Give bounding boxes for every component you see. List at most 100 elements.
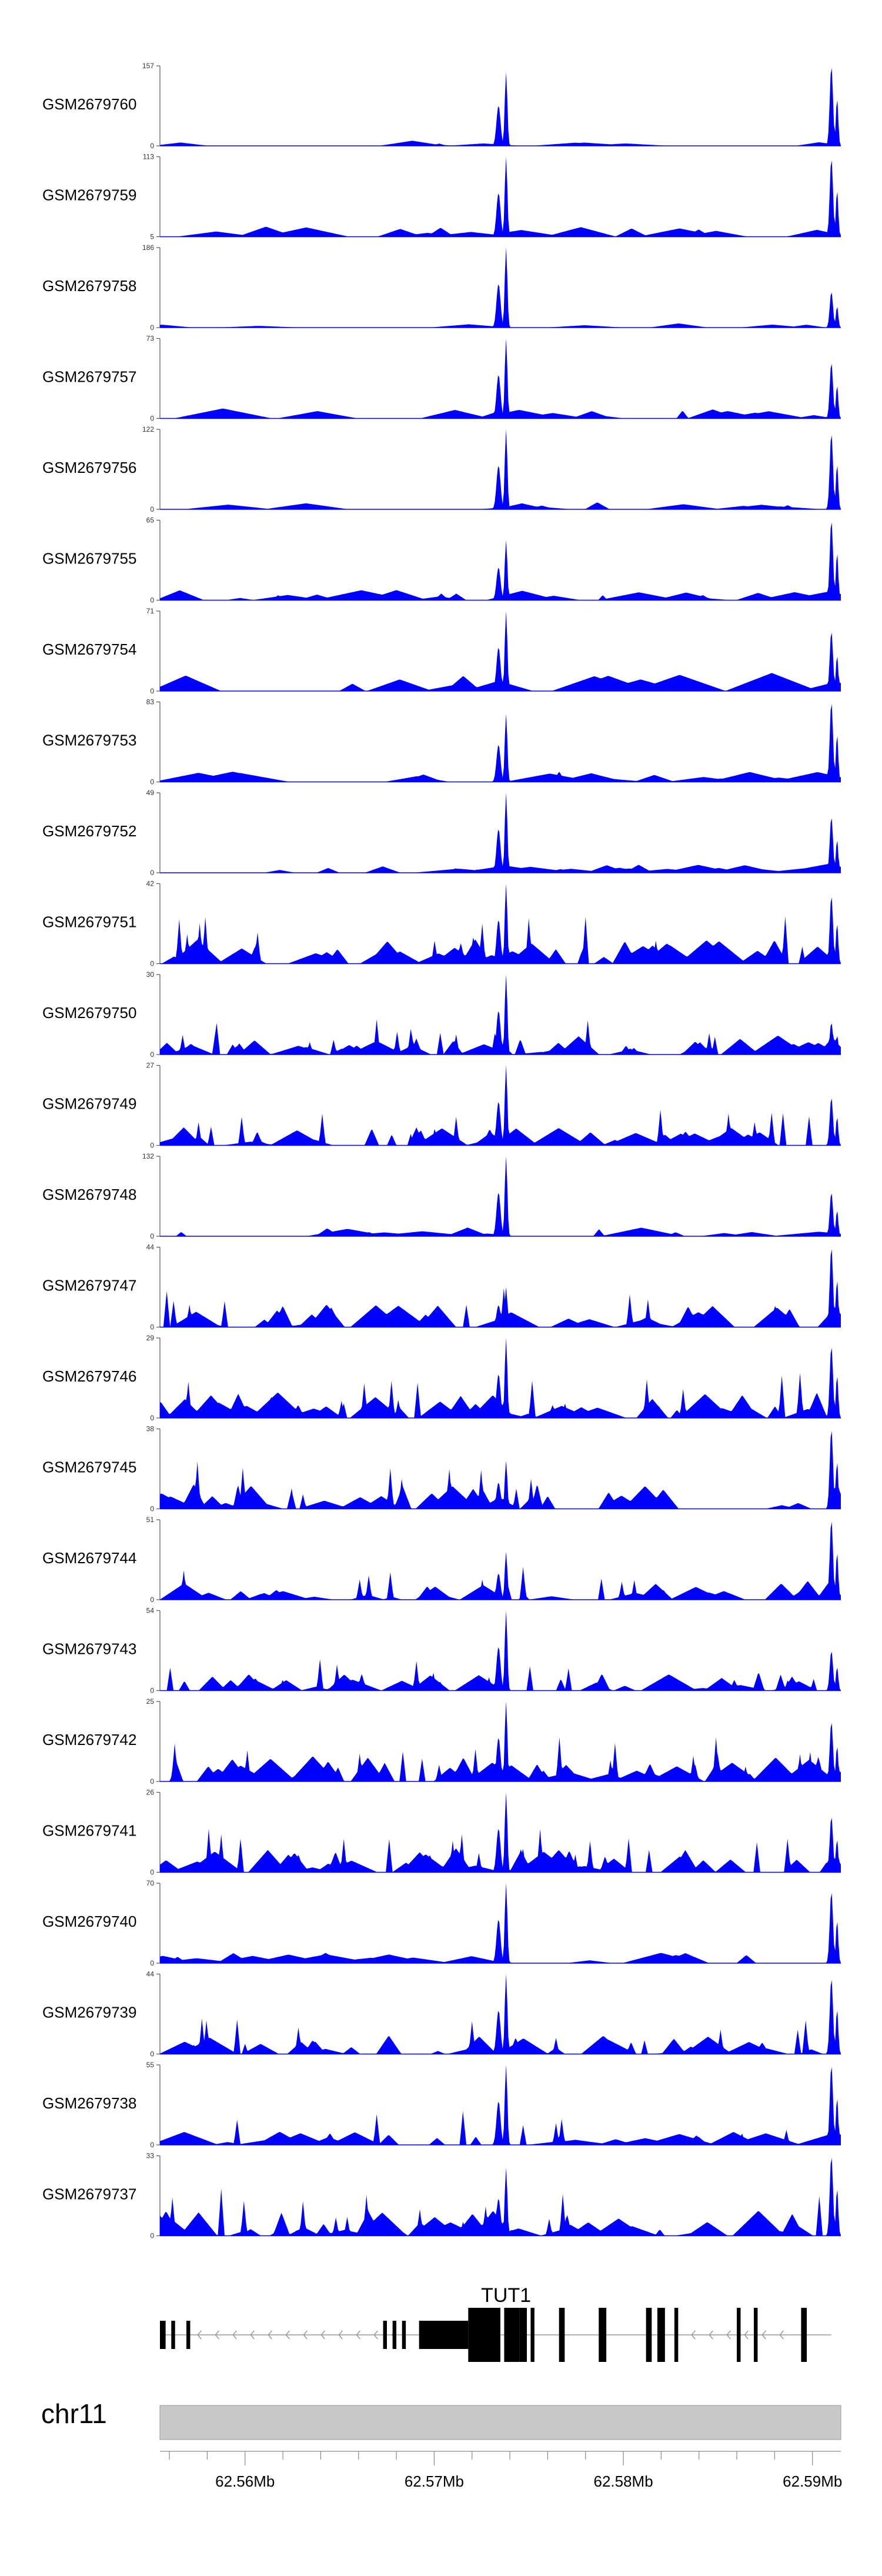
track-label: GSM2679747 (42, 1277, 136, 1294)
track-ymin-label: 0 (150, 142, 154, 150)
track-ymin-label: 0 (150, 1232, 154, 1240)
track-ymax-label: 55 (146, 2061, 155, 2069)
track-ymax-label: 122 (142, 425, 154, 433)
track-ymin-label: 0 (150, 1323, 154, 1332)
track-label: GSM2679745 (42, 1459, 136, 1476)
track-GSM2679760: GSM2679760 157 0 (42, 62, 841, 150)
track-GSM2679756: GSM2679756 122 0 (42, 425, 841, 513)
track-label: GSM2679738 (42, 2094, 136, 2112)
track-label: GSM2679742 (42, 1731, 136, 1749)
track-ymax-label: 25 (146, 1697, 155, 1706)
gene-exon (599, 2308, 607, 2362)
track-ymin-label: 0 (150, 2232, 154, 2240)
track-GSM2679742: GSM2679742 25 0 (42, 1697, 841, 1786)
track-label: GSM2679751 (42, 913, 136, 931)
gene-exon (657, 2308, 665, 2362)
track-GSM2679749: GSM2679749 27 0 (42, 1062, 841, 1150)
strand-arrow (726, 2330, 731, 2340)
gene-exon (402, 2321, 406, 2349)
gene-exon (674, 2308, 679, 2362)
track-ymin-label: 0 (150, 1050, 154, 1059)
coverage-area (160, 1701, 841, 1781)
track-ymin-label: 0 (150, 415, 154, 423)
track-label: GSM2679740 (42, 1913, 136, 1930)
track-label: GSM2679753 (42, 732, 136, 749)
track-ymax-label: 29 (146, 1334, 155, 1342)
track-ymin-label: 0 (150, 1596, 154, 1604)
gene-exon (559, 2308, 565, 2362)
gene-name-label: TUT1 (481, 2284, 531, 2307)
track-label: GSM2679737 (42, 2185, 136, 2203)
track-ymin-label: 5 (150, 233, 154, 241)
gene-exon (160, 2321, 166, 2349)
coverage-area (160, 1431, 841, 1509)
track-ymax-label: 44 (146, 1970, 155, 1978)
gene-exon (737, 2308, 741, 2362)
track-ymin-label: 0 (150, 505, 154, 513)
track-label: GSM2679758 (42, 277, 136, 295)
coverage-area (160, 1338, 841, 1418)
gene-exon (504, 2308, 520, 2362)
track-ymin-label: 0 (150, 687, 154, 695)
track-ymax-label: 54 (146, 1607, 155, 1615)
track-label: GSM2679760 (42, 95, 136, 113)
coverage-area (160, 1065, 841, 1146)
track-label: GSM2679757 (42, 368, 136, 386)
track-label: GSM2679748 (42, 1186, 136, 1203)
track-GSM2679744: GSM2679744 51 0 (42, 1516, 841, 1604)
track-label: GSM2679754 (42, 640, 136, 658)
strand-arrow (250, 2330, 255, 2340)
coverage-area (160, 429, 841, 509)
strand-arrow (691, 2330, 696, 2340)
coverage-area (160, 1249, 841, 1327)
track-ymax-label: 33 (146, 2152, 155, 2160)
track-ymax-label: 73 (146, 335, 155, 343)
track-ymin-label: 0 (150, 1505, 154, 1513)
track-GSM2679737: GSM2679737 33 0 (42, 2152, 841, 2240)
track-ymax-label: 38 (146, 1425, 155, 1433)
track-ymin-label: 0 (150, 596, 154, 605)
track-ymax-label: 51 (146, 1516, 155, 1524)
coverage-area (160, 2158, 841, 2236)
track-GSM2679750: GSM2679750 30 0 (42, 970, 841, 1059)
track-ymin-label: 0 (150, 1777, 154, 1786)
track-ymax-label: 44 (146, 1243, 155, 1252)
track-label: GSM2679746 (42, 1367, 136, 1385)
data-tracks: GSM2679760 157 0 GSM2679759 113 5 GSM2679758 18… (42, 62, 841, 2240)
track-ymax-label: 132 (142, 1152, 154, 1160)
track-GSM2679747: GSM2679747 44 0 (42, 1243, 841, 1332)
track-ymax-label: 83 (146, 698, 155, 706)
coverage-area (160, 248, 841, 328)
track-ymax-label: 186 (142, 243, 154, 252)
track-GSM2679739: GSM2679739 44 0 (42, 1970, 841, 2058)
strand-arrow (338, 2330, 343, 2340)
gene-exon (519, 2308, 527, 2362)
coverage-area (160, 68, 841, 146)
track-ymin-label: 0 (150, 1142, 154, 1150)
track-ymin-label: 0 (150, 2141, 154, 2149)
track-GSM2679751: GSM2679751 42 0 (42, 880, 841, 968)
coverage-area (160, 522, 841, 600)
coverage-area (160, 1610, 841, 1691)
coverage-area (160, 611, 841, 691)
track-label: GSM2679741 (42, 1822, 136, 1840)
strand-arrow (215, 2330, 219, 2340)
gene-exon (646, 2308, 652, 2362)
track-GSM2679758: GSM2679758 186 0 (42, 243, 841, 332)
strand-arrow (761, 2330, 766, 2340)
coverage-area (160, 1521, 841, 1600)
track-GSM2679755: GSM2679755 65 0 (42, 516, 841, 605)
gene-exon (186, 2321, 191, 2349)
x-axis-tick-label: 62.59Mb (783, 2472, 842, 2490)
track-ymax-label: 70 (146, 1879, 155, 1887)
track-label: GSM2679739 (42, 2004, 136, 2021)
track-ymax-label: 42 (146, 880, 155, 888)
x-axis-tick-label: 62.58Mb (593, 2472, 653, 2490)
strand-arrow (709, 2330, 713, 2340)
coverage-area (160, 1974, 841, 2054)
coverage-area (160, 975, 841, 1055)
gene-exon (383, 2321, 387, 2349)
chromosome-bar (159, 2405, 841, 2440)
track-ymin-label: 0 (150, 1959, 154, 1967)
